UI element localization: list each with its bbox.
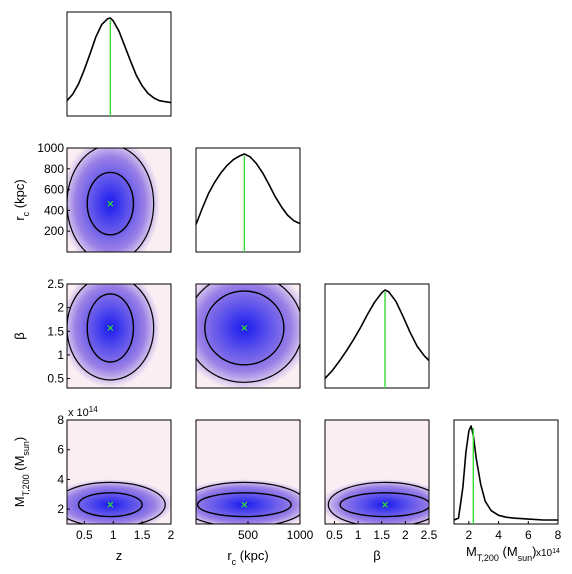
marginal-panel-beta (324, 283, 430, 389)
marginal-panel-M_T200: 2 4 6 8 (453, 419, 562, 542)
x-tick-label-beta: 2 (402, 528, 409, 542)
best-fit-marker (241, 325, 248, 331)
y-tick-label-M_T200: 4 (57, 472, 64, 486)
panel-frame (453, 419, 559, 525)
joint-panel-z-vs-M_T200: 0.5 1 1.5 2 2 4 6 8 (57, 413, 175, 542)
y-tick-label-M_T200: 6 (57, 443, 64, 457)
panel-frame (195, 147, 301, 253)
x-tick-label-M_T200: 2 (466, 528, 473, 542)
panel-frame (66, 147, 172, 253)
best-fit-marker (107, 325, 114, 331)
joint-panel-r_c-vs-M_T200: 500 1000 (195, 419, 314, 542)
outer-contour (67, 481, 166, 524)
x-tick-label-z: 1.5 (134, 528, 151, 542)
y-tick-label-r_c: 200 (44, 224, 64, 238)
density-map (67, 479, 171, 524)
y-tick-label-beta: 2.5 (47, 277, 64, 291)
y-axis-label-mass: MT,200 (Msun) (12, 437, 31, 508)
marginal-panel-r_c (195, 147, 301, 253)
joint-panel-z-vs-beta: 0.5 1 1.5 2 2.5 (47, 277, 172, 389)
panel-frame (324, 419, 430, 525)
y-tick-label-beta: 1 (57, 348, 64, 362)
outer-contour (67, 148, 155, 252)
density-map (196, 284, 300, 388)
x-axis-scale-label: x1014 (536, 548, 560, 560)
x-axis-label-rc: rc (kpc) (227, 548, 268, 567)
panel-frame (195, 283, 301, 389)
y-tick-label-beta: 2 (57, 301, 64, 315)
marginal-panel-z (66, 11, 172, 117)
x-axis-label-beta: β (373, 548, 380, 563)
panel-frame (66, 419, 172, 525)
density-map (67, 148, 161, 252)
x-tick-label-M_T200: 4 (495, 528, 502, 542)
y-tick-label-r_c: 400 (44, 203, 64, 217)
y-tick-label-r_c: 1000 (37, 141, 64, 155)
x-tick-label-r_c: 1000 (287, 528, 314, 542)
x-tick-label-M_T200: 6 (525, 528, 532, 542)
inner-contour (86, 293, 135, 363)
y-tick-label-r_c: 600 (44, 183, 64, 197)
joint-panel-z-vs-r_c: 200 400 600 800 1000 (37, 141, 172, 253)
best-fit-marker (107, 200, 114, 207)
x-tick-label-M_T200: 8 (555, 528, 562, 542)
x-axis-label-z: z (116, 548, 123, 563)
y-tick-label-M_T200: 8 (57, 413, 64, 427)
marginal-curve-r_c (195, 153, 301, 225)
joint-panel-beta-vs-M_T200: 0.5 1 1.5 2 2.5 (324, 419, 438, 542)
outer-contour (67, 284, 155, 381)
best-fit-marker (107, 501, 114, 508)
outer-contour (196, 481, 300, 524)
density-map (196, 479, 300, 524)
best-fit-marker (382, 501, 388, 508)
x-axis-label-mass: MT,200 (Msun) (466, 544, 537, 563)
y-tick-label-M_T200: 2 (57, 502, 64, 516)
x-tick-label-r_c: 500 (238, 528, 258, 542)
y-axis-scale-label: x 1014 (68, 405, 98, 420)
x-tick-label-z: 0.5 (76, 528, 93, 542)
y-axis-label-beta: β (12, 332, 27, 339)
best-fit-marker (241, 501, 248, 508)
inner-contour (339, 492, 429, 518)
inner-contour (196, 492, 292, 518)
x-tick-label-z: 2 (168, 528, 175, 542)
outer-contour (196, 284, 300, 383)
inner-contour (86, 171, 135, 236)
x-tick-label-beta: 2.5 (421, 528, 438, 542)
x-tick-label-z: 1 (110, 528, 117, 542)
joint-panel-r_c-vs-beta (195, 283, 301, 389)
panel-frame (66, 11, 172, 117)
y-axis-label-rc: rc (kpc) (12, 179, 31, 220)
outer-contour (327, 481, 429, 524)
inner-contour (204, 290, 285, 366)
marginal-curve-z (66, 17, 172, 104)
x-tick-label-beta: 1 (355, 528, 362, 542)
marginal-curve-beta (324, 289, 430, 379)
marginal-curve-M_T200 (453, 425, 558, 521)
y-tick-label-beta: 0.5 (47, 372, 64, 386)
x-tick-label-beta: 0.5 (326, 528, 343, 542)
inner-contour (77, 492, 143, 518)
y-tick-label-beta: 1.5 (47, 324, 64, 338)
y-tick-label-r_c: 800 (44, 162, 64, 176)
panel-frame (66, 283, 172, 389)
x-tick-label-beta: 1.5 (373, 528, 390, 542)
